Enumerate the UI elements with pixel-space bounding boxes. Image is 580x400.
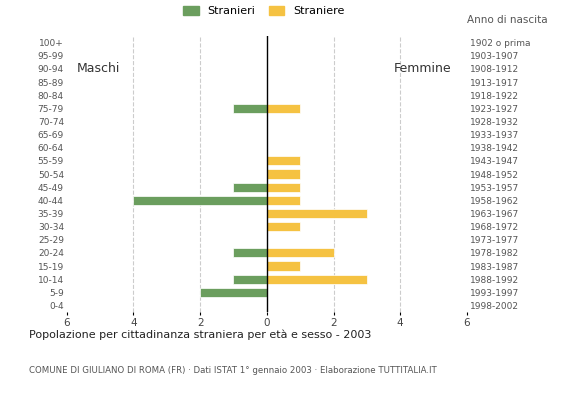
Bar: [233, 274, 267, 284]
Bar: [200, 288, 267, 297]
Bar: [267, 222, 300, 231]
Bar: [267, 182, 300, 192]
Bar: [267, 196, 300, 205]
Text: Maschi: Maschi: [77, 62, 120, 75]
Bar: [133, 196, 267, 205]
Text: Popolazione per cittadinanza straniera per età e sesso - 2003: Popolazione per cittadinanza straniera p…: [29, 330, 371, 340]
Text: Femmine: Femmine: [393, 62, 451, 75]
Bar: [267, 262, 300, 271]
Bar: [267, 156, 300, 166]
Bar: [233, 182, 267, 192]
Bar: [233, 248, 267, 258]
Bar: [267, 170, 300, 178]
Bar: [267, 104, 300, 113]
Bar: [233, 104, 267, 113]
Bar: [267, 274, 367, 284]
Text: COMUNE DI GIULIANO DI ROMA (FR) · Dati ISTAT 1° gennaio 2003 · Elaborazione TUTT: COMUNE DI GIULIANO DI ROMA (FR) · Dati I…: [29, 366, 437, 375]
Bar: [267, 248, 334, 258]
Legend: Stranieri, Straniere: Stranieri, Straniere: [183, 6, 345, 16]
Text: Anno di nascita: Anno di nascita: [467, 15, 548, 25]
Bar: [267, 209, 367, 218]
